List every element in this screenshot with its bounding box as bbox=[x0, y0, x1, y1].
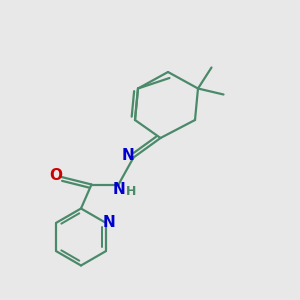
Text: N: N bbox=[103, 215, 116, 230]
Text: H: H bbox=[126, 184, 136, 198]
Text: N: N bbox=[113, 182, 125, 196]
Text: N: N bbox=[122, 148, 134, 164]
Text: O: O bbox=[50, 168, 63, 183]
